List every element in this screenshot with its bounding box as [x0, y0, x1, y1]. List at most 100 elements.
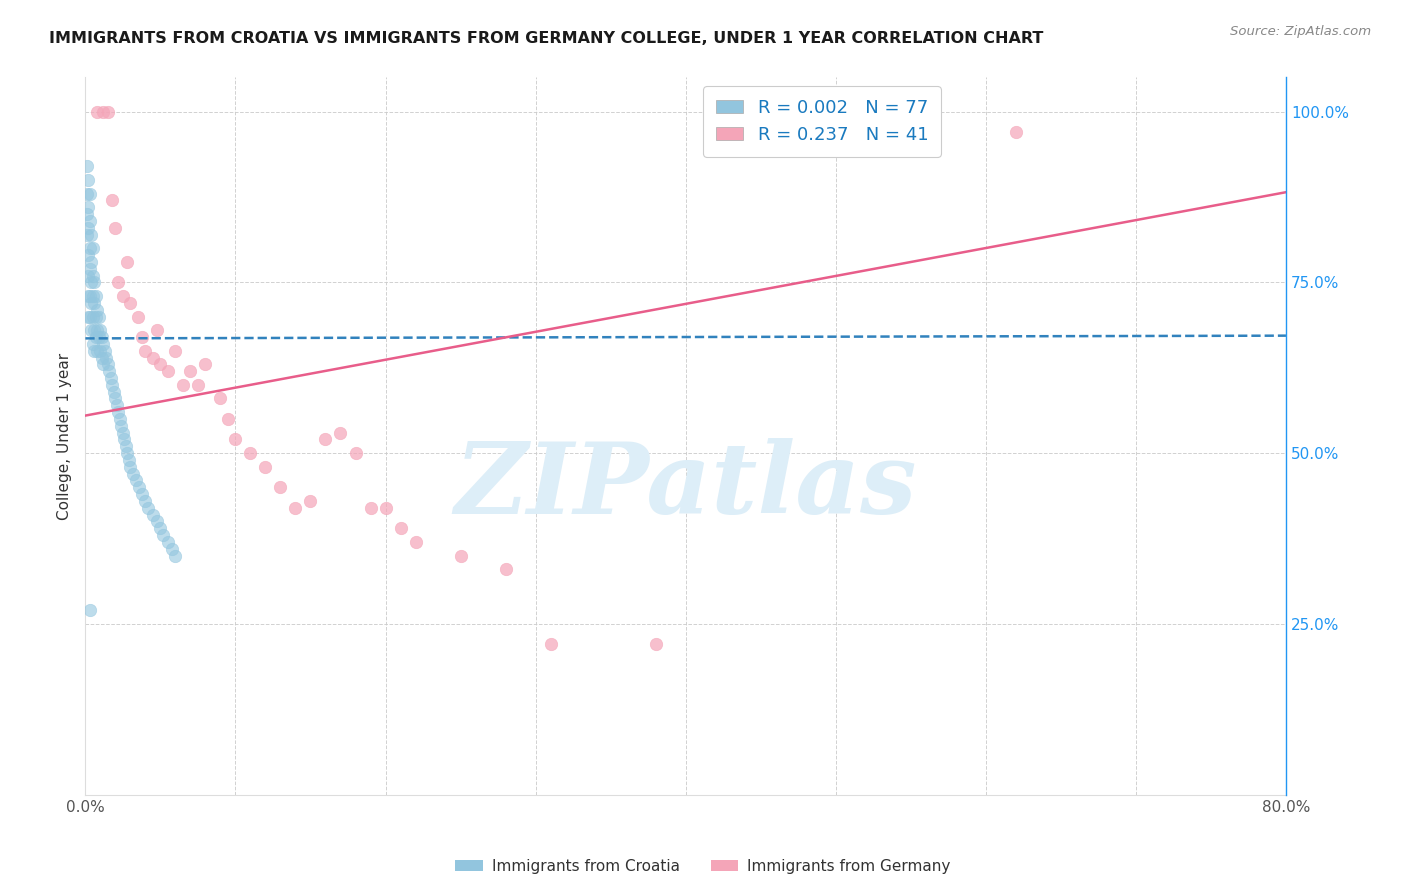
Point	[344, 446, 367, 460]
Point	[77, 200, 100, 214]
Point	[80, 227, 103, 242]
Point	[84, 330, 107, 344]
Legend: Immigrants from Croatia, Immigrants from Germany: Immigrants from Croatia, Immigrants from…	[450, 853, 956, 880]
Point	[83, 296, 105, 310]
Point	[101, 194, 124, 208]
Point	[84, 289, 107, 303]
Text: ZIPatlas: ZIPatlas	[454, 438, 917, 534]
Point	[80, 323, 103, 337]
Point	[374, 500, 396, 515]
Point	[172, 377, 194, 392]
Point	[83, 343, 105, 358]
Point	[82, 241, 104, 255]
Legend: R = 0.002   N = 77, R = 0.237   N = 41: R = 0.002 N = 77, R = 0.237 N = 41	[703, 87, 941, 157]
Point	[90, 330, 112, 344]
Point	[217, 412, 239, 426]
Point	[86, 104, 108, 119]
Point	[82, 336, 104, 351]
Point	[104, 392, 127, 406]
Point	[76, 207, 98, 221]
Point	[107, 405, 129, 419]
Point	[142, 508, 165, 522]
Point	[76, 186, 98, 201]
Point	[146, 323, 169, 337]
Point	[115, 439, 138, 453]
Point	[131, 487, 153, 501]
Point	[284, 500, 307, 515]
Point	[299, 494, 322, 508]
Point	[77, 173, 100, 187]
Point	[495, 562, 517, 576]
Point	[107, 276, 129, 290]
Point	[111, 289, 134, 303]
Point	[79, 241, 101, 255]
Point	[165, 343, 187, 358]
Point	[80, 276, 103, 290]
Point	[77, 220, 100, 235]
Point	[104, 220, 127, 235]
Point	[138, 500, 160, 515]
Point	[82, 268, 104, 283]
Point	[96, 351, 118, 365]
Point	[79, 214, 101, 228]
Point	[86, 323, 108, 337]
Point	[89, 343, 111, 358]
Point	[329, 425, 352, 440]
Point	[134, 343, 156, 358]
Point	[79, 261, 101, 276]
Text: Source: ZipAtlas.com: Source: ZipAtlas.com	[1230, 25, 1371, 38]
Point	[105, 398, 128, 412]
Point	[450, 549, 472, 563]
Point	[360, 500, 382, 515]
Point	[131, 330, 153, 344]
Point	[79, 186, 101, 201]
Point	[540, 637, 562, 651]
Point	[76, 159, 98, 173]
Point	[162, 541, 184, 556]
Point	[149, 357, 172, 371]
Point	[120, 459, 142, 474]
Point	[77, 289, 100, 303]
Point	[152, 528, 174, 542]
Point	[108, 412, 131, 426]
Point	[87, 330, 110, 344]
Point	[187, 377, 209, 392]
Point	[209, 392, 232, 406]
Point	[76, 227, 98, 242]
Point	[122, 467, 145, 481]
Point	[84, 310, 107, 324]
Point	[77, 268, 100, 283]
Point	[79, 289, 101, 303]
Point	[118, 453, 141, 467]
Point	[97, 104, 120, 119]
Point	[156, 535, 179, 549]
Point	[142, 351, 165, 365]
Point	[93, 336, 115, 351]
Point	[239, 446, 262, 460]
Point	[405, 535, 427, 549]
Point	[194, 357, 217, 371]
Point	[165, 549, 187, 563]
Point	[128, 480, 150, 494]
Point	[117, 446, 139, 460]
Point	[93, 357, 115, 371]
Point	[146, 515, 169, 529]
Point	[117, 255, 139, 269]
Point	[87, 310, 110, 324]
Point	[103, 384, 125, 399]
Text: IMMIGRANTS FROM CROATIA VS IMMIGRANTS FROM GERMANY COLLEGE, UNDER 1 YEAR CORRELA: IMMIGRANTS FROM CROATIA VS IMMIGRANTS FR…	[49, 31, 1043, 46]
Point	[134, 494, 156, 508]
Point	[179, 364, 201, 378]
Point	[90, 351, 112, 365]
Point	[100, 371, 122, 385]
Point	[80, 296, 103, 310]
Point	[86, 302, 108, 317]
Point	[224, 433, 246, 447]
Point	[82, 310, 104, 324]
Point	[93, 104, 115, 119]
Point	[112, 433, 135, 447]
Point	[315, 433, 337, 447]
Point	[389, 521, 412, 535]
Point	[110, 418, 132, 433]
Point	[79, 603, 101, 617]
